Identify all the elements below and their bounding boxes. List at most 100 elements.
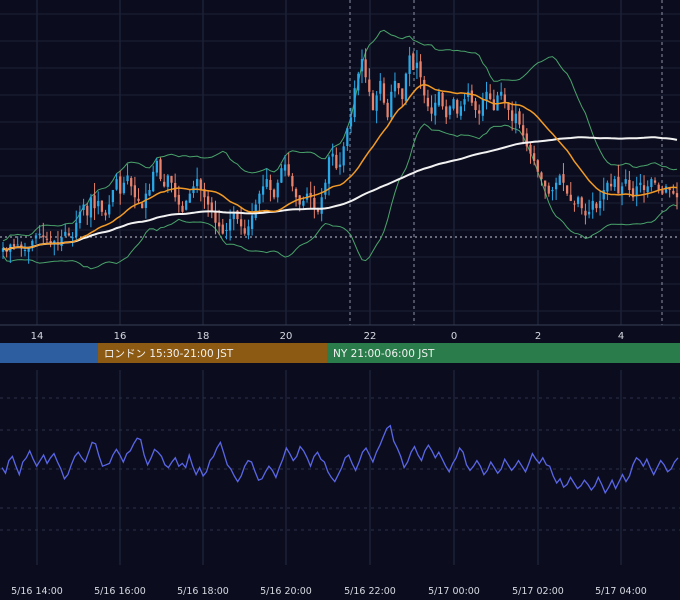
candle-body-149 — [547, 185, 550, 194]
candle-body-180 — [661, 190, 664, 194]
candle-body-163 — [598, 200, 602, 209]
candle-body-154 — [565, 185, 569, 194]
session-label-1: ロンドン 15:30-21:00 JST — [104, 348, 234, 360]
candle-body-166 — [609, 183, 613, 187]
candle-body-124 — [456, 100, 459, 114]
candle-body-50 — [185, 200, 188, 210]
candle-body-65 — [239, 219, 243, 227]
candle-body-53 — [196, 179, 199, 187]
candle-body-8 — [31, 240, 34, 246]
candle-body-150 — [551, 190, 554, 192]
candle-body-14 — [53, 240, 56, 244]
candle-body-169 — [620, 186, 624, 195]
candle-body-54 — [199, 179, 202, 190]
date-tick-label: 5/17 04:00 — [595, 586, 647, 597]
session-label-2: NY 21:00-06:00 JST — [333, 348, 435, 360]
candle-body-46 — [170, 175, 173, 183]
oscillator-panel — [1, 424, 679, 495]
candle-body-12 — [45, 238, 49, 240]
candle-body-148 — [543, 180, 547, 187]
candle-body-17 — [64, 231, 67, 236]
candle-body-95 — [349, 117, 353, 127]
date-tick-label: 5/16 22:00 — [344, 586, 396, 597]
candle-body-128 — [470, 90, 474, 103]
x-tick-label: 4 — [618, 331, 624, 342]
candle-body-23 — [86, 205, 89, 216]
candle-body-117 — [430, 107, 433, 114]
candle-body-87 — [320, 197, 323, 214]
candle-body-71 — [261, 186, 265, 195]
candle-body-3 — [12, 244, 16, 247]
candle-body-151 — [554, 182, 558, 190]
candle-body-29 — [108, 204, 111, 215]
candle-body-135 — [496, 95, 499, 111]
candle-body-25 — [93, 195, 96, 209]
candle-body-182 — [668, 188, 671, 190]
candle-body-161 — [591, 200, 594, 210]
candle-body-152 — [558, 175, 561, 185]
x-tick-label: 20 — [280, 331, 293, 342]
candle-body-147 — [540, 172, 543, 180]
candle-body-126 — [463, 99, 466, 105]
x-tick-label: 14 — [31, 331, 44, 342]
candle-body-85 — [313, 197, 316, 209]
candle-body-4 — [16, 244, 19, 246]
candle-body-168 — [617, 176, 620, 194]
candle-body-134 — [492, 99, 495, 110]
moving-averages — [2, 83, 678, 252]
candle-body-129 — [474, 101, 477, 110]
candle-body-177 — [650, 179, 653, 188]
candle-body-98 — [360, 59, 364, 72]
candle-body-76 — [280, 168, 283, 183]
candle-body-84 — [309, 192, 312, 198]
candle-body-89 — [327, 157, 331, 184]
candle-body-90 — [331, 153, 334, 157]
candle-body-33 — [122, 182, 126, 194]
date-tick-label: 5/16 18:00 — [177, 586, 229, 597]
bottom-x-axis: 5/16 14:00 5/16 16:00 5/16 18:00 5/16 20:00… — [11, 586, 647, 597]
candle-body-72 — [265, 179, 268, 187]
candle-body-66 — [243, 228, 246, 234]
candle-body-36 — [133, 185, 137, 198]
candle-body-93 — [342, 146, 345, 166]
candle-body-175 — [642, 185, 646, 190]
candle-body-7 — [27, 248, 30, 252]
candle-body-43 — [159, 159, 162, 180]
top-x-axis: 14 16 18 20 22 0 2 4 — [31, 331, 625, 342]
candle-body-106 — [390, 91, 393, 118]
candle-body-81 — [298, 195, 301, 205]
candle-body-60 — [221, 224, 224, 234]
candle-body-132 — [485, 91, 488, 101]
candle-body-164 — [602, 190, 605, 200]
candle-body-63 — [232, 211, 235, 220]
candle-body-58 — [214, 210, 217, 223]
date-tick-label: 5/16 16:00 — [94, 586, 146, 597]
candle-body-125 — [459, 106, 463, 116]
candle-body-100 — [368, 79, 371, 92]
candle-body-9 — [34, 235, 38, 239]
candle-body-0 — [1, 248, 5, 252]
candle-body-144 — [529, 144, 532, 154]
candle-body-55 — [203, 189, 206, 198]
candle-body-160 — [587, 211, 591, 215]
candle-body-155 — [569, 194, 572, 201]
candle-body-13 — [49, 240, 52, 243]
candle-body-27 — [100, 200, 104, 212]
candle-body-37 — [137, 198, 140, 201]
session-segment-0 — [0, 343, 98, 363]
candle-body-105 — [386, 102, 389, 118]
bollinger-lower — [2, 123, 678, 270]
x-tick-label: 0 — [451, 331, 457, 342]
date-tick-label: 5/16 14:00 — [11, 586, 63, 597]
candle-body-113 — [415, 62, 419, 69]
candle-body-139 — [511, 110, 514, 121]
candle-body-78 — [287, 164, 290, 176]
x-tick-label: 16 — [114, 331, 127, 342]
candle-body-10 — [38, 233, 41, 236]
candle-body-183 — [672, 190, 675, 194]
candle-body-86 — [316, 208, 320, 212]
candle-body-156 — [573, 203, 576, 205]
candle-body-115 — [423, 79, 426, 96]
candle-body-167 — [613, 179, 616, 187]
